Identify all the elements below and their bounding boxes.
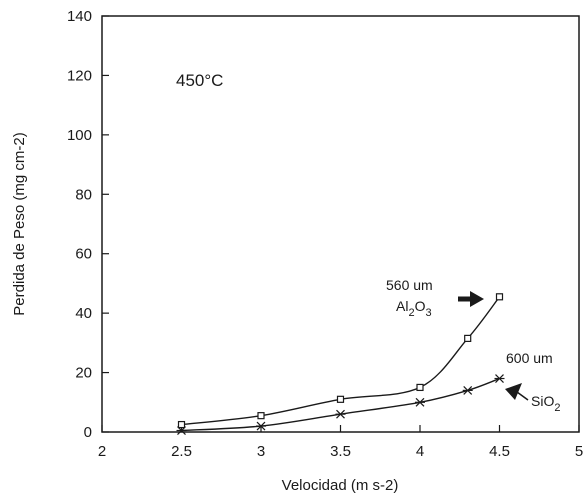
series-layer bbox=[176, 293, 505, 435]
y-axis-ticks: 0 20 40 60 80 100 120 140 bbox=[67, 8, 109, 441]
series-line-0 bbox=[181, 296, 501, 426]
y-tick-label: 0 bbox=[84, 424, 92, 441]
al2o3-size-annotation: 560 um bbox=[386, 277, 433, 293]
data-point-asterisk bbox=[256, 421, 266, 431]
x-tick-label: 5 bbox=[575, 443, 583, 460]
data-point-square bbox=[416, 383, 424, 392]
y-tick-label: 140 bbox=[67, 8, 92, 25]
x-tick-label: 2.5 bbox=[171, 443, 192, 460]
sio2-label: SiO2 bbox=[531, 393, 560, 414]
data-point-asterisk bbox=[415, 397, 425, 407]
y-tick-label: 120 bbox=[67, 67, 92, 84]
y-tick-label: 80 bbox=[75, 186, 92, 203]
al2o3-label: Al2O3 bbox=[396, 298, 432, 319]
data-point-asterisk bbox=[494, 374, 505, 383]
sio2-arrow bbox=[505, 383, 529, 401]
plot-frame bbox=[101, 15, 580, 433]
sio2-size-annotation: 600 um bbox=[506, 350, 553, 366]
data-point-asterisk bbox=[176, 426, 187, 435]
y-tick-label: 40 bbox=[75, 305, 92, 322]
series-line-1 bbox=[181, 377, 500, 432]
data-point-asterisk bbox=[335, 409, 346, 419]
x-tick-label: 2 bbox=[98, 443, 106, 460]
x-tick-label: 4 bbox=[416, 443, 424, 460]
data-point-square bbox=[495, 293, 504, 301]
temperature-annotation: 450°C bbox=[176, 71, 223, 90]
x-tick-label: 3 bbox=[257, 443, 265, 460]
data-point-square bbox=[257, 412, 265, 420]
data-point-square bbox=[464, 334, 472, 342]
data-point-square bbox=[177, 420, 186, 429]
y-tick-label: 100 bbox=[67, 127, 92, 144]
y-tick-label: 60 bbox=[75, 246, 92, 263]
data-point-asterisk bbox=[462, 385, 473, 395]
x-axis-title: Velocidad (m s-2) bbox=[282, 477, 399, 494]
x-axis-ticks: 2 2.5 3 3.5 4 4.5 5 bbox=[98, 425, 583, 460]
al2o3-arrow bbox=[458, 291, 484, 307]
x-tick-label: 3.5 bbox=[330, 443, 351, 460]
y-tick-label: 20 bbox=[75, 365, 92, 382]
y-axis-title: Perdida de Peso (mg cm-2) bbox=[11, 132, 28, 315]
data-point-square bbox=[336, 395, 345, 403]
x-tick-label: 4.5 bbox=[489, 443, 510, 460]
